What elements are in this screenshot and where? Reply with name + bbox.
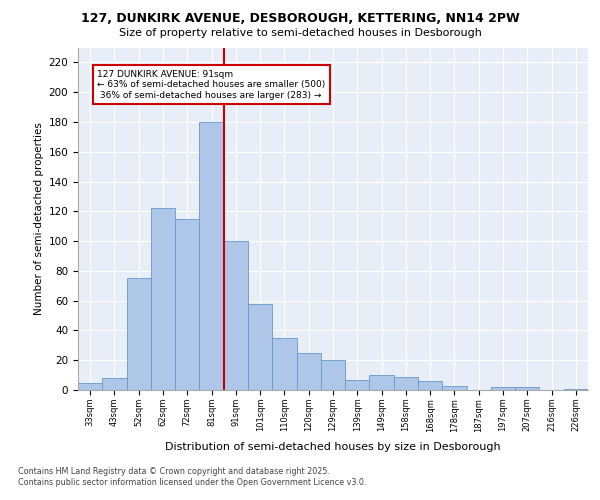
Bar [199,122,224,390]
Bar [151,208,175,390]
Bar [224,241,248,390]
Bar [491,387,515,390]
Bar [442,386,467,390]
Text: 127 DUNKIRK AVENUE: 91sqm
← 63% of semi-detached houses are smaller (500)
 36% o: 127 DUNKIRK AVENUE: 91sqm ← 63% of semi-… [97,70,326,100]
Text: Distribution of semi-detached houses by size in Desborough: Distribution of semi-detached houses by … [165,442,501,452]
Bar [345,380,370,390]
Bar [564,388,588,390]
Bar [102,378,127,390]
Text: 127, DUNKIRK AVENUE, DESBOROUGH, KETTERING, NN14 2PW: 127, DUNKIRK AVENUE, DESBOROUGH, KETTERI… [80,12,520,26]
Bar [394,376,418,390]
Bar [418,381,442,390]
Bar [248,304,272,390]
Bar [175,219,199,390]
Y-axis label: Number of semi-detached properties: Number of semi-detached properties [34,122,44,315]
Text: Contains HM Land Registry data © Crown copyright and database right 2025.
Contai: Contains HM Land Registry data © Crown c… [18,468,367,487]
Bar [296,353,321,390]
Bar [321,360,345,390]
Bar [515,387,539,390]
Bar [127,278,151,390]
Bar [78,382,102,390]
Bar [272,338,296,390]
Bar [370,375,394,390]
Text: Size of property relative to semi-detached houses in Desborough: Size of property relative to semi-detach… [119,28,481,38]
